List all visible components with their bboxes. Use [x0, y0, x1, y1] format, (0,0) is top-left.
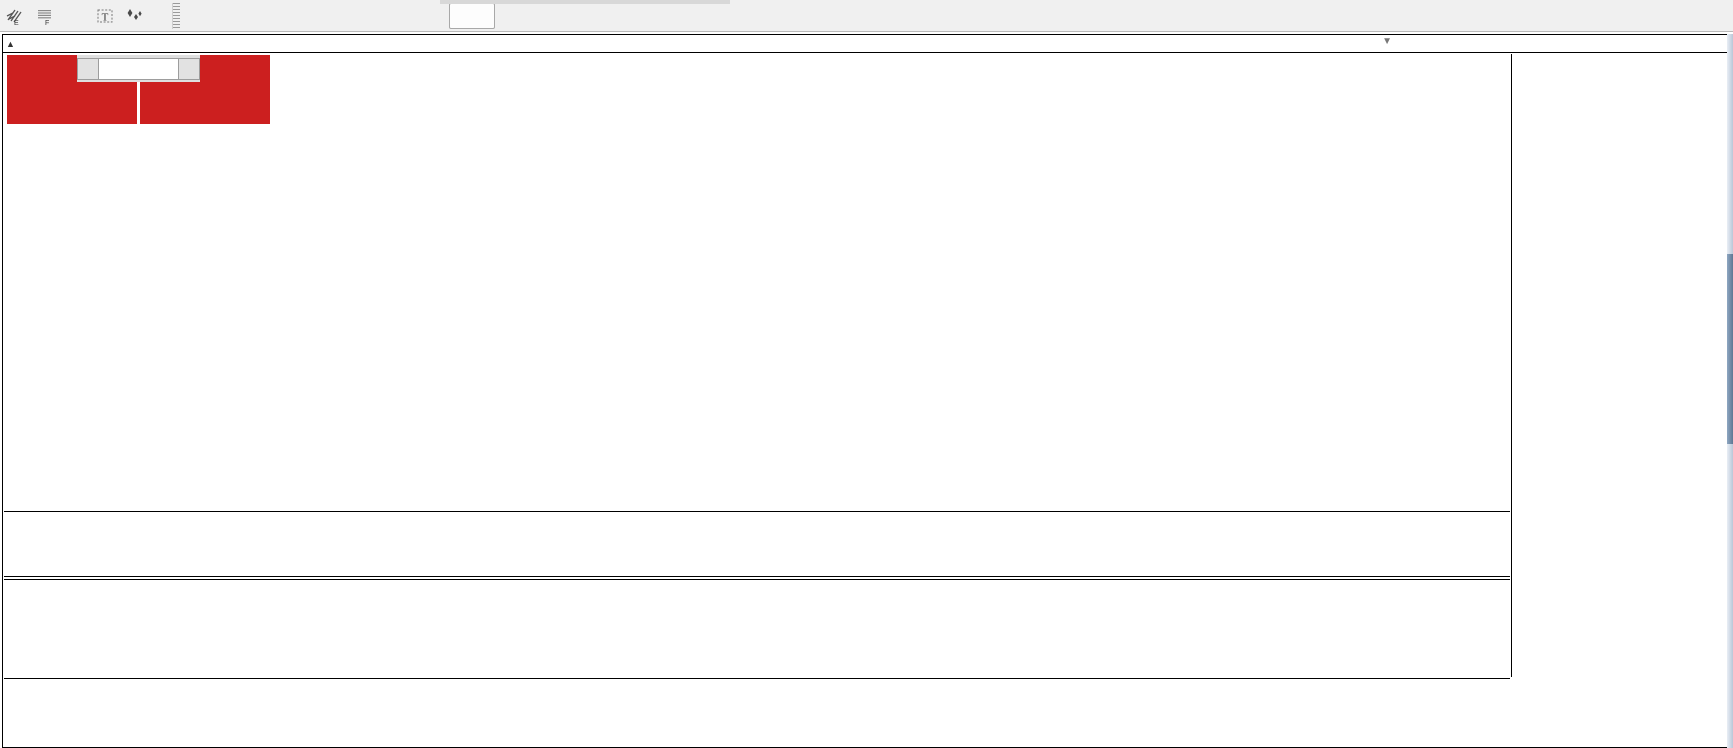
timeframe-m30[interactable] — [345, 3, 391, 29]
chart-window: ▲ ▼ — [2, 34, 1733, 748]
rsi-series — [4, 580, 1510, 677]
volume-decrease-button[interactable] — [77, 57, 99, 80]
price-axis[interactable] — [1511, 54, 1672, 677]
rsi-pane[interactable] — [4, 579, 1510, 677]
timeframe-d1[interactable] — [501, 3, 547, 29]
volume-input[interactable] — [99, 57, 178, 80]
indicators-icon[interactable]: E — [0, 2, 30, 30]
vertical-scrollbar[interactable] — [1727, 34, 1733, 748]
macd-pane[interactable] — [4, 511, 1510, 577]
grid-icon[interactable]: F — [30, 2, 60, 30]
text-label-icon[interactable]: T — [90, 2, 120, 30]
macd-series — [4, 512, 1510, 577]
buy-price[interactable] — [140, 82, 270, 124]
chart-titlebar: ▲ ▼ — [3, 35, 1732, 53]
chevron-down-icon[interactable]: ▼ — [1382, 36, 1392, 47]
window-edge-strip — [440, 0, 730, 4]
timeframe-h4[interactable] — [449, 2, 495, 29]
sell-button[interactable] — [7, 55, 77, 82]
text-icon[interactable] — [60, 2, 90, 30]
trade-panel-top-row — [7, 55, 270, 82]
svg-text:T: T — [102, 11, 109, 23]
volume-increase-button[interactable] — [178, 57, 200, 80]
sell-price[interactable] — [7, 82, 137, 124]
main-toolbar: E F T — [0, 0, 1733, 32]
dropdown-arrow-icon[interactable] — [150, 2, 166, 30]
one-click-trade-panel[interactable] — [7, 55, 270, 124]
timeframe-w1[interactable] — [553, 3, 599, 29]
toolbar-divider — [172, 2, 180, 29]
trade-panel-prices-row — [7, 82, 270, 124]
svg-text:E: E — [14, 20, 19, 26]
timeframe-m5[interactable] — [241, 3, 287, 29]
timeframe-h1[interactable] — [397, 3, 443, 29]
expand-caret-icon[interactable]: ▲ — [6, 38, 15, 49]
timeframe-m1[interactable] — [189, 3, 235, 29]
svg-text:F: F — [45, 20, 49, 26]
volume-stepper[interactable] — [77, 55, 200, 82]
timeframe-m15[interactable] — [293, 3, 339, 29]
time-axis[interactable] — [4, 678, 1510, 746]
objects-icon[interactable] — [120, 2, 150, 30]
buy-button[interactable] — [200, 55, 270, 82]
scrollbar-thumb[interactable] — [1727, 254, 1733, 444]
timeframe-mn[interactable] — [605, 3, 651, 29]
